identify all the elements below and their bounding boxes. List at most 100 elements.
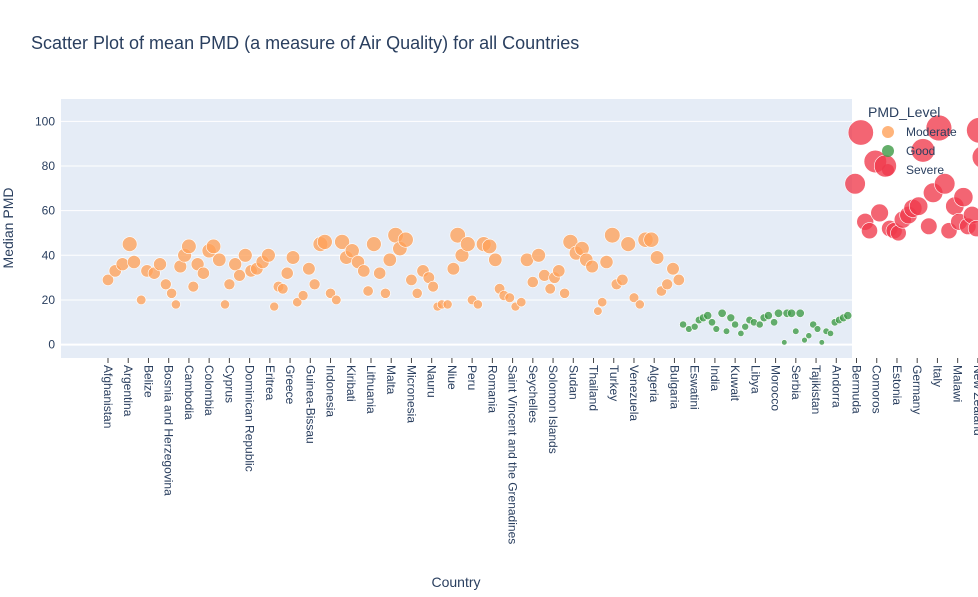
point-moderate-15 [187,280,200,293]
point-moderate-60 [427,280,439,293]
point-moderate-48 [362,285,374,297]
point-good-29 [813,325,822,333]
point-moderate-23 [228,257,242,272]
point-moderate-3 [121,236,138,252]
point-moderate-45 [344,243,360,259]
x-tick-label: Serbia [789,365,803,400]
chart-title: Scatter Plot of mean PMD (a measure of A… [31,33,579,53]
point-good-8 [717,308,727,318]
point-good-9 [722,327,731,335]
y-tick-labels: 0 20 40 60 80 100 [35,114,55,351]
point-moderate-77 [516,297,527,308]
x-tick-label: Niue [445,365,459,390]
point-moderate-37 [302,262,316,276]
point-moderate-91 [593,306,603,316]
point-moderate-67 [460,236,476,252]
point-good-36 [843,311,853,320]
x-tick-labels: Afghanistan Argentina Belize Bosnia and Her… [101,358,978,544]
point-good-0 [679,320,687,329]
point-moderate-65 [449,227,466,244]
point-severe-15 [920,217,938,235]
x-tick-label: Belize [141,365,155,398]
point-severe-26 [966,117,978,144]
point-good-24 [792,327,800,335]
x-tick-label: Turkey [607,365,621,401]
legend: Moderate Good Severe [882,125,957,177]
point-good-20 [773,308,783,318]
x-tick-label: Afghanistan [101,365,115,428]
point-moderate-104 [661,278,674,291]
point-good-16 [755,320,764,329]
x-tick-label: Andorra [829,365,843,408]
point-moderate-25 [238,248,253,263]
point-moderate-81 [538,269,551,282]
y-tick-label: 100 [35,114,55,128]
point-moderate-55 [397,231,414,248]
x-tick-label: Saint Vincent and the Grenadines [506,365,520,544]
point-good-6 [707,318,716,327]
point-moderate-2 [115,257,130,272]
point-moderate-97 [620,236,636,252]
x-tick-label: Malawi [951,365,965,402]
point-severe-17 [925,114,953,142]
point-moderate-10 [166,287,177,299]
point-moderate-24 [233,269,246,282]
x-tick-label: Micronesia [404,365,418,423]
legend-marker-good [882,145,894,157]
point-good-5 [703,311,713,320]
point-severe-3 [861,222,878,240]
point-moderate-51 [379,287,391,299]
point-good-12 [737,329,745,337]
point-moderate-49 [366,236,382,252]
x-tick-label: Algeria [647,365,661,403]
x-tick-label: Solomon Islands [546,365,560,454]
point-good-32 [826,329,834,337]
point-good-11 [731,320,739,329]
point-good-10 [726,313,736,323]
point-moderate-63 [442,299,453,310]
point-moderate-40 [316,234,333,250]
point-moderate-20 [212,252,227,267]
x-tick-label: Venezuela [627,365,641,421]
point-moderate-32 [277,283,289,295]
point-moderate-17 [196,266,210,280]
point-good-19 [770,318,779,327]
point-moderate-71 [481,238,498,254]
point-severe-14 [910,138,936,163]
point-severe-18 [934,173,956,195]
point-moderate-29 [261,248,276,263]
point-severe-1 [847,119,874,146]
point-moderate-82 [544,283,556,295]
point-good-30 [818,339,825,346]
x-tick-label: Morocco [769,365,783,411]
x-tick-label: Italy [930,365,944,387]
point-moderate-98 [628,292,640,303]
y-tick-label: 80 [42,159,56,173]
y-tick-label: 60 [42,204,56,218]
x-axis-title: Country [431,574,480,590]
point-good-2 [690,322,699,331]
point-good-25 [795,308,805,318]
point-moderate-79 [526,276,539,288]
point-severe-5 [870,203,889,223]
point-moderate-102 [649,250,665,265]
point-moderate-47 [357,264,371,278]
point-moderate-41 [325,287,336,299]
x-tick-label: India [708,365,722,391]
point-moderate-106 [672,273,685,286]
x-tick-label: Peru [465,365,479,390]
point-severe-0 [844,173,866,195]
x-tick-label: Seychelles [526,365,540,423]
point-good-7 [712,325,720,333]
point-moderate-4 [127,255,141,269]
point-severe-22 [953,187,974,208]
point-moderate-50 [373,266,387,280]
point-moderate-34 [285,250,301,265]
point-moderate-36 [297,290,309,301]
point-moderate-22 [223,278,236,291]
point-moderate-75 [504,292,515,303]
scatter-points [102,114,978,346]
x-tick-label: Sudan [566,365,580,400]
point-moderate-64 [446,262,461,276]
point-moderate-30 [269,301,280,312]
